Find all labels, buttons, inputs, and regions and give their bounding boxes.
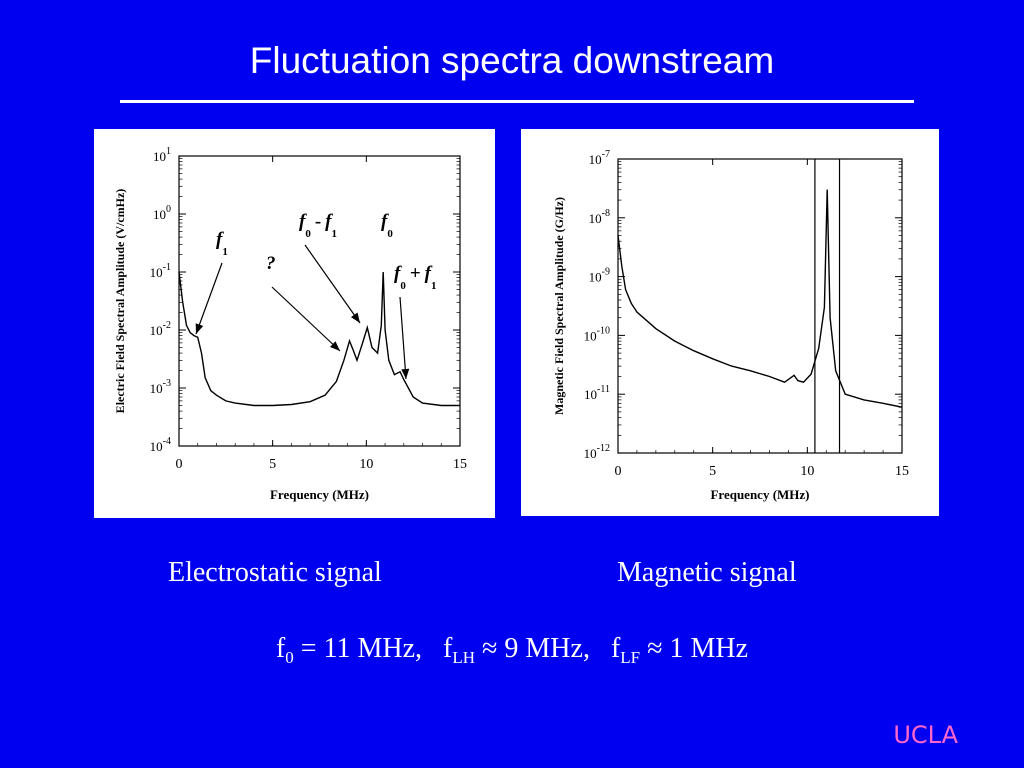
- frequency-formula: f0 = 11 MHz, fLH ≈ 9 MHz, fLF ≈ 1 MHz: [0, 633, 1024, 667]
- annotation-arrowhead: [401, 368, 410, 379]
- y-tick-label: 10-4: [150, 436, 171, 454]
- flf-symbol: f: [610, 633, 621, 664]
- flh-subscript: LH: [452, 648, 476, 667]
- y-tick-label: 100: [153, 204, 171, 222]
- magnetic-caption: Magnetic signal: [617, 557, 797, 588]
- x-tick-label: 5: [269, 457, 276, 472]
- electrostatic-caption: Electrostatic signal: [168, 557, 382, 588]
- y-axis-label: Electric Field Spectral Amplitude (V/cmH…: [113, 189, 127, 414]
- y-tick-label: 101: [153, 146, 171, 164]
- y-tick-label: 10-8: [589, 208, 610, 226]
- y-tick-label: 10-9: [589, 267, 610, 285]
- flf-subscript: LF: [620, 648, 641, 667]
- magnetic-spectrum-chart: 0 5 10 15 10-7 10-8 10-9 10-10 10-11 10-12 Frequen…: [552, 149, 909, 502]
- slide-title: Fluctuation spectra downstream: [249, 40, 775, 81]
- y-tick-label: 10-3: [150, 378, 171, 396]
- flf-value: ≈ 1 MHz: [640, 633, 749, 664]
- peak-annotation-label: f1: [216, 229, 228, 258]
- flh-value: ≈ 9 MHz,: [475, 633, 611, 664]
- annotation-arrow-line: [304, 244, 361, 324]
- x-axis-label: Frequency (MHz): [270, 487, 369, 502]
- x-axis-label: Frequency (MHz): [710, 487, 809, 502]
- f0-subscript: 0: [285, 648, 294, 667]
- peak-annotation-label: f0: [381, 211, 393, 240]
- x-tick-label: 10: [359, 457, 373, 472]
- x-tick-label: 10: [800, 464, 814, 479]
- y-tick-label: 10-7: [589, 149, 610, 167]
- peak-annotation-label: ?: [266, 253, 276, 274]
- f0-value: = 11 MHz,: [293, 633, 444, 664]
- y-tick-label: 10-10: [584, 325, 610, 343]
- annotation-arrowhead: [350, 312, 360, 323]
- annotation-arrow-line: [399, 296, 407, 380]
- peak-annotation-label: f0+ f1: [394, 263, 436, 292]
- electrostatic-spectrum-chart: 0 5 10 15 101 100 10-1 10-2 10-3 10-4 Frequency (M…: [113, 146, 467, 502]
- x-tick-label: 15: [895, 464, 909, 479]
- magnetic-chart-panel: 0 5 10 15 10-7 10-8 10-9 10-10 10-11 10-12 Frequen…: [521, 129, 939, 516]
- y-tick-label: 10-2: [150, 320, 171, 338]
- annotation-arrow-line: [271, 286, 341, 352]
- electrostatic-chart-panel: 0 5 10 15 101 100 10-1 10-2 10-3 10-4 Frequency (M…: [94, 129, 495, 518]
- y-tick-label: 10-1: [150, 262, 171, 280]
- x-tick-label: 0: [176, 457, 183, 472]
- spectrum-trace: [178, 271, 460, 407]
- annotation-arrow-line: [195, 262, 223, 335]
- x-tick-label: 5: [709, 464, 716, 479]
- title-divider: [120, 100, 914, 103]
- peak-annotation-label: f0- f1: [299, 211, 337, 240]
- flh-symbol: f: [443, 633, 453, 664]
- y-axis-label: Magnetic Field Spectral Amplitude (G/Hz): [552, 197, 566, 415]
- ucla-logo: UCLA: [893, 721, 958, 749]
- f0-symbol: f: [275, 633, 286, 664]
- plot-frame: [178, 155, 461, 447]
- spectrum-trace: [617, 189, 903, 408]
- annotation-arrowhead: [195, 323, 204, 334]
- x-tick-label: 0: [615, 464, 622, 479]
- y-tick-label: 10-11: [584, 384, 610, 402]
- x-tick-label: 15: [453, 457, 467, 472]
- plot-frame: [617, 158, 903, 454]
- y-tick-label: 10-12: [584, 443, 610, 461]
- annotation-arrowhead: [329, 341, 340, 351]
